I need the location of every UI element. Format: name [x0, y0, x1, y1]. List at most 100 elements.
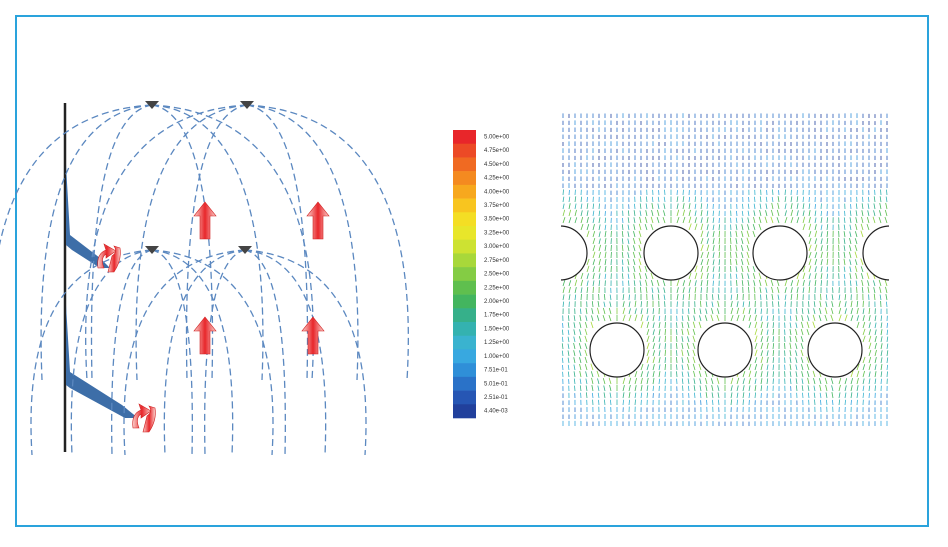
velocity-vector: [831, 294, 834, 301]
velocity-vector: [814, 399, 816, 406]
velocity-vector: [855, 280, 858, 287]
colorbar-swatch: [453, 171, 476, 186]
colorbar-label: 4.40e-03: [484, 409, 508, 415]
velocity-vector: [735, 230, 738, 238]
velocity-vector: [873, 203, 876, 210]
velocity-vector: [634, 392, 637, 399]
velocity-vector: [562, 196, 565, 203]
velocity-vector: [801, 315, 804, 322]
velocity-vector: [789, 335, 792, 343]
velocity-vector: [682, 280, 686, 287]
velocity-vector: [795, 385, 798, 392]
spray-arc: [151, 249, 234, 456]
velocity-vector: [650, 223, 654, 231]
velocity-vector: [652, 370, 655, 378]
velocity-vector: [706, 258, 710, 266]
velocity-vector: [861, 279, 864, 287]
velocity-vector: [591, 315, 594, 322]
velocity-vector: [686, 342, 690, 350]
velocity-vector: [747, 210, 750, 217]
velocity-vector: [814, 230, 818, 238]
velocity-vector: [687, 336, 690, 343]
velocity-vector: [765, 203, 768, 210]
wall-deposit: [66, 165, 110, 268]
velocity-vector: [862, 328, 866, 336]
colorbar-swatch: [453, 404, 476, 419]
velocity-vector: [736, 377, 740, 385]
velocity-vector: [808, 210, 811, 217]
velocity-vector: [598, 224, 601, 231]
velocity-vector: [622, 385, 625, 392]
velocity-vector: [862, 321, 866, 329]
velocity-vector: [741, 230, 744, 238]
velocity-vector: [814, 266, 817, 273]
velocity-vector: [764, 216, 768, 224]
velocity-vector: [676, 356, 678, 364]
velocity-vector: [584, 356, 588, 364]
velocity-vector: [718, 237, 721, 245]
velocity-vector: [706, 217, 709, 224]
velocity-vector: [849, 231, 852, 238]
velocity-vector: [849, 266, 852, 273]
velocity-vector: [736, 293, 739, 301]
velocity-vector: [585, 378, 588, 385]
velocity-vector: [634, 399, 636, 406]
spray-arc: [246, 104, 359, 381]
velocity-vector: [664, 335, 667, 343]
velocity-vector: [856, 363, 860, 371]
velocity-vector: [706, 251, 710, 259]
velocity-vector: [885, 294, 888, 301]
velocity-vector: [633, 259, 636, 266]
velocity-vector: [596, 370, 600, 378]
velocity-vector: [843, 231, 846, 238]
velocity-vector: [730, 251, 732, 259]
velocity-vector: [772, 364, 774, 371]
velocity-vector: [694, 265, 698, 273]
velocity-vector: [873, 293, 876, 301]
velocity-vector: [682, 203, 685, 210]
velocity-vector: [676, 336, 678, 343]
velocity-vector: [838, 399, 841, 406]
velocity-vector: [789, 342, 792, 350]
velocity-vector: [676, 322, 678, 329]
velocity-vector: [574, 203, 577, 210]
velocity-vector: [592, 266, 595, 273]
velocity-vector: [796, 196, 799, 203]
velocity-vector: [628, 399, 630, 406]
velocity-vector: [825, 301, 828, 308]
velocity-vector: [632, 237, 636, 245]
velocity-vector: [790, 196, 793, 203]
velocity-vector: [681, 364, 684, 371]
velocity-vector: [711, 301, 714, 308]
velocity-vector: [849, 237, 852, 245]
velocity-vector: [580, 287, 583, 294]
velocity-vector: [688, 287, 691, 294]
velocity-vector: [628, 392, 631, 399]
velocity-vector: [717, 385, 720, 392]
velocity-vector: [802, 203, 805, 210]
velocity-vector: [627, 252, 630, 259]
velocity-vector: [838, 377, 842, 385]
velocity-vector: [730, 294, 733, 301]
velocity-vector: [844, 308, 847, 315]
velocity-vector: [808, 286, 811, 294]
velocity-vector: [634, 300, 637, 308]
velocity-vector: [628, 294, 630, 301]
velocity-vector: [638, 252, 642, 259]
velocity-vector: [884, 279, 888, 287]
velocity-vector: [789, 371, 792, 378]
velocity-vector: [718, 230, 721, 238]
velocity-vector: [874, 342, 877, 350]
velocity-vector: [586, 258, 590, 266]
velocity-vector: [802, 196, 805, 203]
velocity-vector: [699, 378, 702, 385]
velocity-vector: [850, 392, 853, 399]
velocity-vector: [609, 301, 612, 308]
velocity-vector: [730, 399, 733, 406]
velocity-vector: [598, 231, 601, 238]
velocity-vector: [880, 364, 883, 371]
velocity-vector: [800, 343, 804, 350]
velocity-vector: [638, 230, 642, 238]
velocity-vector: [585, 385, 588, 392]
velocity-vector: [855, 210, 858, 217]
